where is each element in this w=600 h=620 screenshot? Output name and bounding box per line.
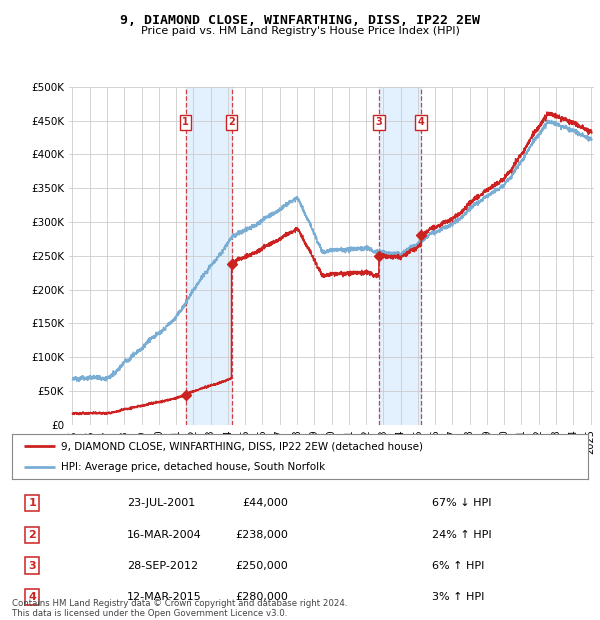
Text: 1: 1 bbox=[28, 498, 36, 508]
Text: Contains HM Land Registry data © Crown copyright and database right 2024.
This d: Contains HM Land Registry data © Crown c… bbox=[12, 599, 347, 618]
Text: 12-MAR-2015: 12-MAR-2015 bbox=[127, 592, 202, 602]
Text: £280,000: £280,000 bbox=[236, 592, 289, 602]
Text: 28-SEP-2012: 28-SEP-2012 bbox=[127, 560, 199, 570]
Text: 9, DIAMOND CLOSE, WINFARTHING, DISS, IP22 2EW: 9, DIAMOND CLOSE, WINFARTHING, DISS, IP2… bbox=[120, 14, 480, 27]
Text: £44,000: £44,000 bbox=[242, 498, 289, 508]
Text: 9, DIAMOND CLOSE, WINFARTHING, DISS, IP22 2EW (detached house): 9, DIAMOND CLOSE, WINFARTHING, DISS, IP2… bbox=[61, 441, 423, 451]
Text: 16-MAR-2004: 16-MAR-2004 bbox=[127, 530, 202, 540]
Text: 4: 4 bbox=[418, 117, 425, 127]
Text: 3: 3 bbox=[376, 117, 382, 127]
Text: Price paid vs. HM Land Registry's House Price Index (HPI): Price paid vs. HM Land Registry's House … bbox=[140, 26, 460, 36]
Text: 23-JUL-2001: 23-JUL-2001 bbox=[127, 498, 196, 508]
Text: 6% ↑ HPI: 6% ↑ HPI bbox=[433, 560, 485, 570]
Bar bbox=[185, 87, 232, 425]
Text: 2: 2 bbox=[228, 117, 235, 127]
Text: £250,000: £250,000 bbox=[236, 560, 289, 570]
Bar bbox=[379, 87, 421, 425]
Text: 2: 2 bbox=[28, 530, 36, 540]
Text: 3: 3 bbox=[28, 560, 36, 570]
Text: 3% ↑ HPI: 3% ↑ HPI bbox=[433, 592, 485, 602]
Text: 24% ↑ HPI: 24% ↑ HPI bbox=[433, 530, 492, 540]
Text: 1: 1 bbox=[182, 117, 189, 127]
Text: 67% ↓ HPI: 67% ↓ HPI bbox=[433, 498, 492, 508]
Text: 4: 4 bbox=[28, 592, 36, 602]
Text: £238,000: £238,000 bbox=[236, 530, 289, 540]
Text: HPI: Average price, detached house, South Norfolk: HPI: Average price, detached house, Sout… bbox=[61, 461, 325, 472]
